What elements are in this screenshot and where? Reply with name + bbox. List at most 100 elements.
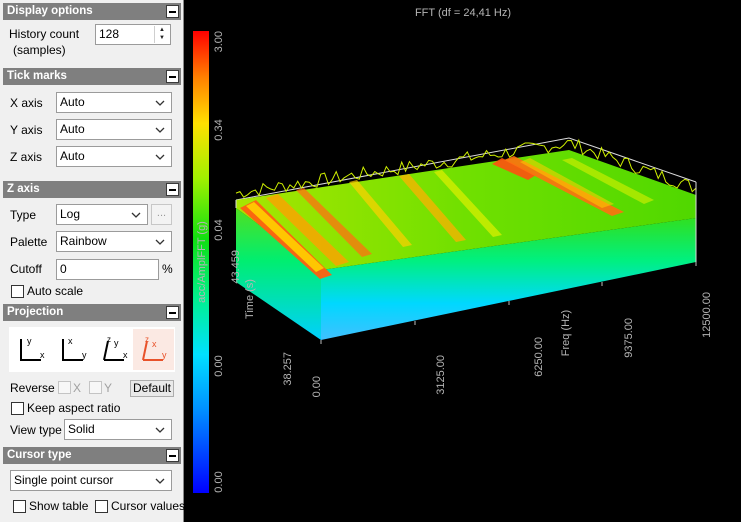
- fft-3d-plot[interactable]: FFT (df = 24,41 Hz) 3.00 0.34 0.04 0.00 0.00…: [184, 0, 741, 522]
- view-type-value: Solid: [68, 422, 95, 436]
- freq-tick-label: 0.00: [311, 376, 323, 397]
- svg-text:x: x: [40, 350, 45, 360]
- box-back-edges: [235, 137, 697, 201]
- section-projection[interactable]: Projection: [3, 304, 181, 321]
- collapse-icon[interactable]: [166, 183, 179, 196]
- default-button[interactable]: Default: [130, 380, 174, 397]
- type-select[interactable]: Log: [56, 204, 148, 225]
- plot-title: FFT (df = 24,41 Hz): [415, 7, 511, 19]
- section-title: Z axis: [7, 183, 40, 195]
- freq-tick-label: 12500.00: [701, 292, 713, 338]
- auto-scale-label: Auto scale: [27, 284, 84, 298]
- svg-text:x: x: [123, 350, 128, 360]
- type-value: Log: [60, 207, 81, 221]
- z-axis-select[interactable]: Auto: [56, 146, 172, 167]
- axes-3d-icon: z x y: [142, 335, 167, 361]
- reverse-x-checkbox[interactable]: [58, 381, 71, 394]
- x-axis-label: X axis: [10, 96, 43, 110]
- reverse-label: Reverse: [10, 381, 55, 395]
- history-count-label: History count: [9, 27, 80, 41]
- axes-zy-icon: z y x: [103, 335, 128, 361]
- section-title: Cursor type: [7, 449, 72, 461]
- section-title: Projection: [7, 306, 64, 318]
- y-axis-value: Auto: [60, 122, 85, 136]
- keep-aspect-checkbox[interactable]: [11, 402, 24, 415]
- axes-zx-icon: x y: [62, 336, 87, 361]
- chevron-down-icon: [153, 148, 167, 165]
- collapse-icon[interactable]: [166, 5, 179, 18]
- x-axis-select[interactable]: Auto: [56, 92, 172, 113]
- svg-text:y: y: [27, 336, 32, 346]
- palette-label: Palette: [10, 235, 48, 249]
- collapse-icon[interactable]: [166, 449, 179, 462]
- time-axis-label: Time (s): [244, 279, 256, 319]
- spin-down-icon[interactable]: ▼: [159, 35, 165, 41]
- colorbar-tick-label: 0.34: [213, 119, 225, 140]
- auto-scale-checkbox[interactable]: [11, 285, 24, 298]
- view-type-select[interactable]: Solid: [64, 419, 172, 440]
- projection-zx-button[interactable]: x y: [52, 329, 93, 370]
- chevron-down-icon: [153, 121, 167, 138]
- svg-text:x: x: [68, 336, 73, 346]
- history-count-unit: (samples): [13, 43, 66, 57]
- surface-side-face: [236, 208, 321, 340]
- options-panel: Display options History count (samples) …: [0, 0, 186, 522]
- plot-canvas[interactable]: FFT (df = 24,41 Hz) 3.00 0.34 0.04 0.00 0.00…: [184, 0, 741, 522]
- chevron-down-icon: [153, 233, 167, 250]
- freq-tick-label: 3125.00: [435, 355, 447, 395]
- section-tick-marks[interactable]: Tick marks: [3, 68, 181, 85]
- section-cursor-type[interactable]: Cursor type: [3, 447, 181, 464]
- chevron-down-icon: [129, 206, 143, 223]
- cursor-type-value: Single point cursor: [14, 473, 114, 487]
- svg-text:y: y: [82, 350, 87, 360]
- reverse-y-checkbox[interactable]: [89, 381, 102, 394]
- x-axis-value: Auto: [60, 95, 85, 109]
- surface-ridges: [240, 156, 654, 279]
- cutoff-unit: %: [162, 262, 173, 276]
- cursor-type-select[interactable]: Single point cursor: [10, 470, 172, 491]
- time-tick-label: 38.257: [282, 352, 294, 386]
- reverse-y-label: Y: [104, 381, 113, 395]
- axes-xy-icon: y x: [20, 336, 45, 361]
- type-settings-button[interactable]: ...: [151, 204, 172, 225]
- svg-text:z: z: [145, 335, 149, 344]
- colorbar-label: acc/AmplFFT (g): [196, 221, 208, 303]
- cursor-values-label: Cursor values: [111, 499, 186, 513]
- y-axis-select[interactable]: Auto: [56, 119, 172, 140]
- svg-text:y: y: [114, 338, 119, 348]
- colorbar-tick-label: 0.04: [213, 219, 225, 240]
- chevron-down-icon: [153, 421, 167, 438]
- history-count-value: 128: [99, 27, 120, 41]
- surface-top-edge: [235, 138, 697, 198]
- svg-text:z: z: [107, 335, 111, 344]
- freq-tick-label: 9375.00: [623, 318, 635, 358]
- section-z-axis[interactable]: Z axis: [3, 181, 181, 198]
- palette-select[interactable]: Rainbow: [56, 231, 172, 252]
- projection-xy-button[interactable]: y x: [10, 329, 51, 370]
- section-display-options[interactable]: Display options: [3, 3, 181, 20]
- show-table-checkbox[interactable]: [13, 500, 26, 513]
- cutoff-input[interactable]: 0: [56, 259, 159, 280]
- collapse-icon[interactable]: [166, 306, 179, 319]
- chevron-down-icon: [153, 94, 167, 111]
- axis-ticks: 43.459 38.257 0.00 3125.00 6250.00 9375.00 125…: [230, 250, 713, 397]
- freq-axis-label: Freq (Hz): [560, 310, 572, 356]
- show-table-label: Show table: [29, 499, 89, 513]
- z-axis-label: Z axis: [10, 150, 43, 164]
- projection-3d-button[interactable]: z x y: [133, 329, 174, 370]
- history-count-input[interactable]: 128 ▲ ▼: [95, 24, 171, 45]
- cursor-values-checkbox[interactable]: [95, 500, 108, 513]
- spin-buttons[interactable]: ▲ ▼: [154, 26, 169, 43]
- projection-zy-button[interactable]: z y x: [94, 329, 135, 370]
- collapse-icon[interactable]: [166, 70, 179, 83]
- section-title: Display options: [7, 5, 93, 17]
- spin-up-icon[interactable]: ▲: [159, 27, 165, 33]
- cutoff-label: Cutoff: [10, 262, 42, 276]
- surface-front-face: [321, 218, 696, 340]
- time-tick-label: 43.459: [230, 250, 242, 284]
- palette-value: Rainbow: [60, 234, 107, 248]
- view-type-label: View type: [10, 423, 62, 437]
- type-label: Type: [10, 208, 37, 222]
- reverse-x-label: X: [73, 381, 82, 395]
- y-axis-label: Y axis: [10, 123, 43, 137]
